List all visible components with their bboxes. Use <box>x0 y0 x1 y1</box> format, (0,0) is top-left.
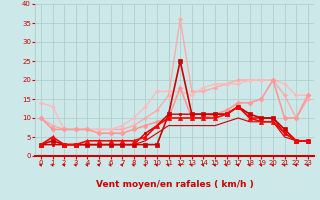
X-axis label: Vent moyen/en rafales ( km/h ): Vent moyen/en rafales ( km/h ) <box>96 180 253 189</box>
